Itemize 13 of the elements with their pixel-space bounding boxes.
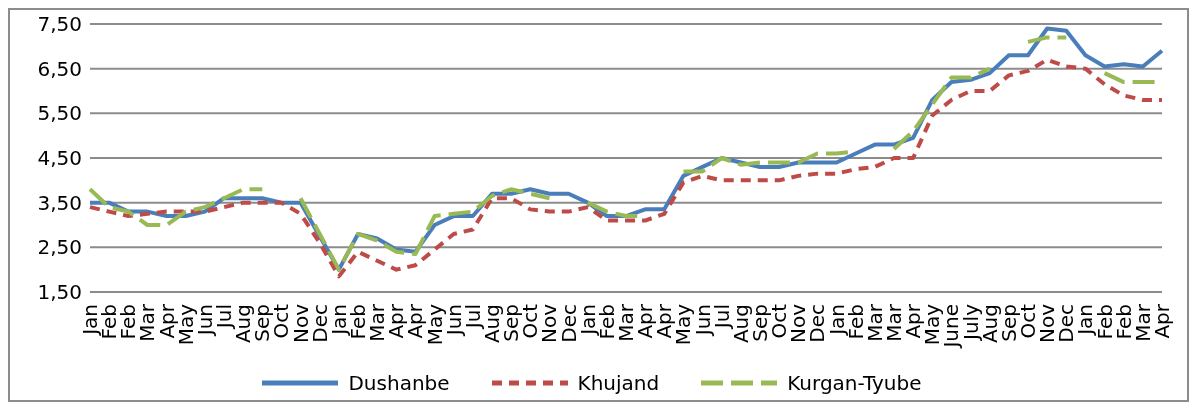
- legend-label: Kurgan-Tyube: [787, 371, 922, 395]
- y-tick-label: 6,50: [37, 56, 82, 81]
- x-tick-label: Jul: [212, 304, 236, 331]
- y-tick-label: 1,50: [37, 280, 82, 305]
- legend-label: Dushanbe: [348, 371, 450, 395]
- y-tick-label: 4,50: [37, 146, 82, 171]
- x-tick-label: Jul: [460, 304, 485, 331]
- y-tick-label: 2,50: [37, 235, 82, 260]
- x-tick-label: Jan: [78, 304, 102, 337]
- y-tick-label: 7,50: [37, 12, 82, 37]
- y-tick-label: 3,50: [37, 190, 82, 215]
- y-tick-label: 5,50: [37, 101, 82, 126]
- legend-label: Khujand: [577, 371, 660, 395]
